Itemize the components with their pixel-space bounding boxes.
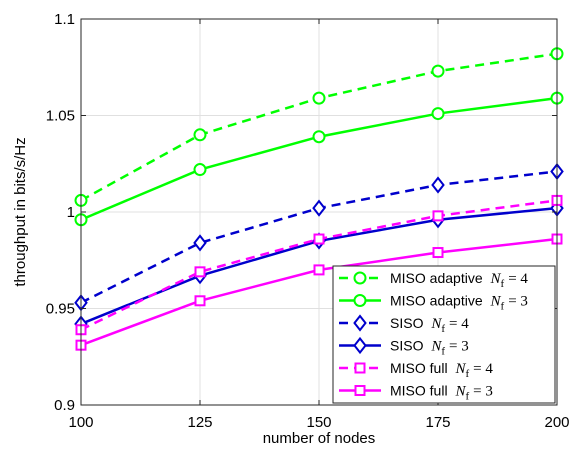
legend-label: MISO full Nf = 3 — [390, 383, 493, 403]
legend-item: SISO Nf = 3 — [339, 336, 469, 358]
data-point — [194, 266, 206, 278]
x-tick-label: 150 — [306, 414, 331, 431]
x-tick-label: 175 — [425, 414, 450, 431]
legend-marker — [353, 294, 367, 307]
y-tick-label: 1.1 — [54, 11, 75, 28]
data-point — [313, 264, 325, 276]
data-point — [312, 130, 326, 144]
legend-marker — [354, 385, 366, 396]
data-point — [432, 247, 444, 259]
legend-label: SISO Nf = 3 — [390, 338, 469, 358]
legend-item: SISO Nf = 4 — [339, 314, 469, 335]
legend-label: SISO Nf = 4 — [390, 315, 469, 335]
data-point — [193, 128, 207, 142]
data-point — [312, 91, 326, 105]
legend-label: MISO adaptive Nf = 3 — [390, 293, 528, 313]
data-point — [193, 163, 207, 177]
data-point — [431, 176, 445, 194]
legend-label: MISO full Nf = 4 — [390, 360, 493, 380]
legend-marker — [354, 362, 366, 374]
legend-box — [332, 265, 556, 404]
x-tick-label: 125 — [187, 414, 212, 431]
x-tick-label: 100 — [68, 414, 93, 431]
x-axis-label: number of nodes — [263, 430, 376, 447]
data-point — [432, 210, 444, 222]
legend-label: MISO adaptive Nf = 4 — [390, 270, 528, 290]
ticks: 100 125 150 175 200 0.9 0.95 1 1.05 1.1 — [46, 11, 570, 431]
legend-item: MISO full Nf = 3 — [339, 383, 493, 403]
data-point — [193, 234, 207, 252]
data-point — [194, 295, 206, 307]
y-tick-label: 1.05 — [46, 108, 75, 125]
legend-item: MISO adaptive Nf = 3 — [339, 293, 528, 313]
legend-item: MISO adaptive Nf = 4 — [339, 270, 528, 290]
data-point — [431, 64, 445, 78]
legend-marker — [353, 271, 367, 285]
data-point — [313, 233, 325, 245]
data-point — [312, 199, 326, 217]
y-tick-label: 0.9 — [54, 397, 75, 414]
series-layer — [74, 47, 564, 351]
y-axis-label: throughput in bits/s/Hz — [12, 137, 29, 286]
data-point — [431, 107, 445, 121]
legend-item: MISO full Nf = 4 — [339, 360, 493, 380]
legend-marker — [353, 336, 367, 355]
legend-marker — [353, 314, 367, 332]
y-tick-label: 1 — [67, 204, 75, 221]
x-tick-label: 200 — [544, 414, 569, 431]
y-tick-label: 0.95 — [46, 301, 75, 318]
